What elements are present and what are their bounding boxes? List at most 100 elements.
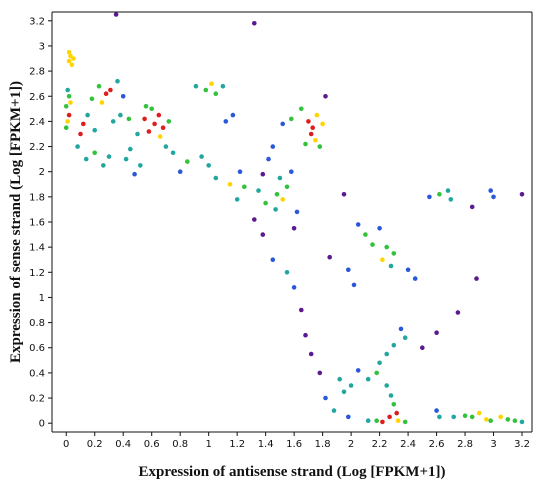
data-point xyxy=(323,395,328,401)
data-point xyxy=(270,257,276,263)
y-tick-label: 0.6 xyxy=(29,343,45,354)
data-point xyxy=(374,370,380,376)
data-point xyxy=(230,112,236,118)
data-point xyxy=(101,163,106,168)
data-point xyxy=(68,100,73,105)
data-point xyxy=(327,254,333,260)
data-point xyxy=(341,389,347,395)
data-point xyxy=(142,116,147,122)
data-point xyxy=(138,163,143,168)
data-point xyxy=(213,91,219,96)
data-point xyxy=(260,171,266,177)
data-point xyxy=(284,270,290,275)
data-point xyxy=(323,94,328,99)
data-point xyxy=(505,417,511,422)
data-point xyxy=(291,285,297,290)
data-point xyxy=(163,144,169,149)
data-point xyxy=(170,150,176,156)
data-point xyxy=(89,96,95,102)
data-point xyxy=(66,112,72,118)
data-point xyxy=(420,345,425,351)
data-point xyxy=(387,414,392,420)
y-tick-label: 0.8 xyxy=(29,318,45,329)
data-point xyxy=(234,197,240,202)
data-point xyxy=(149,106,154,112)
data-point xyxy=(299,106,304,112)
data-point xyxy=(252,217,257,222)
y-tick-label: 0.2 xyxy=(29,394,45,405)
data-point xyxy=(280,121,286,127)
data-point xyxy=(65,119,70,124)
data-point xyxy=(427,194,432,200)
y-tick-label: 1.2 xyxy=(29,268,45,279)
y-tick-label: 0.4 xyxy=(29,368,45,379)
data-point xyxy=(491,194,496,200)
data-point xyxy=(156,112,162,118)
x-tick-label: 3 xyxy=(490,439,496,450)
data-point xyxy=(252,21,257,26)
data-point xyxy=(237,169,243,174)
data-point xyxy=(242,184,247,190)
data-point xyxy=(110,119,116,124)
data-point xyxy=(63,125,69,130)
data-point xyxy=(223,119,229,124)
data-point xyxy=(313,138,318,143)
data-point xyxy=(78,131,83,137)
data-point xyxy=(391,251,397,256)
data-point xyxy=(96,83,102,89)
data-point xyxy=(128,146,133,152)
x-tick-label: 2.4 xyxy=(400,439,416,450)
data-point xyxy=(519,419,525,425)
data-point xyxy=(108,87,113,93)
data-point xyxy=(273,207,278,212)
x-tick-label: 0 xyxy=(63,439,69,450)
data-point xyxy=(306,119,311,124)
data-point xyxy=(451,414,457,420)
data-point xyxy=(434,408,439,413)
data-point xyxy=(220,83,226,89)
data-point xyxy=(519,192,525,197)
data-point xyxy=(317,370,323,376)
data-point xyxy=(115,78,120,84)
data-point xyxy=(289,169,294,174)
data-point xyxy=(346,267,351,273)
x-tick-label: 1.2 xyxy=(229,439,245,450)
data-point xyxy=(314,112,320,118)
data-point xyxy=(384,244,390,250)
data-point xyxy=(388,263,394,269)
data-point xyxy=(395,418,401,424)
x-tick-label: 0.6 xyxy=(144,439,160,450)
data-point xyxy=(99,100,105,105)
data-point xyxy=(66,94,72,99)
data-point xyxy=(437,414,442,420)
y-tick-label: 1.4 xyxy=(29,243,45,254)
data-point xyxy=(512,418,518,424)
y-tick-label: 2.4 xyxy=(29,117,45,128)
data-point xyxy=(92,150,97,156)
data-point xyxy=(166,119,172,124)
data-point xyxy=(462,413,468,419)
data-point xyxy=(143,104,149,109)
data-point xyxy=(106,154,112,159)
y-tick-label: 3.2 xyxy=(29,16,45,27)
data-point xyxy=(484,417,489,422)
data-point xyxy=(341,192,347,197)
data-point xyxy=(310,125,316,130)
data-point xyxy=(346,414,351,420)
data-point xyxy=(391,402,397,407)
data-point xyxy=(469,204,475,210)
data-point xyxy=(256,188,261,193)
data-point xyxy=(277,175,283,181)
data-point xyxy=(394,410,400,416)
data-point xyxy=(299,307,304,313)
x-tick-label: 0.8 xyxy=(172,439,188,450)
data-point xyxy=(320,121,325,127)
y-tick-label: 1.6 xyxy=(29,218,45,229)
data-point xyxy=(291,226,297,231)
data-point xyxy=(351,282,357,288)
data-point xyxy=(384,383,390,388)
data-point xyxy=(402,335,408,341)
y-tick-label: 3 xyxy=(39,41,45,52)
x-tick-label: 2.2 xyxy=(372,439,388,450)
data-point xyxy=(303,141,308,147)
